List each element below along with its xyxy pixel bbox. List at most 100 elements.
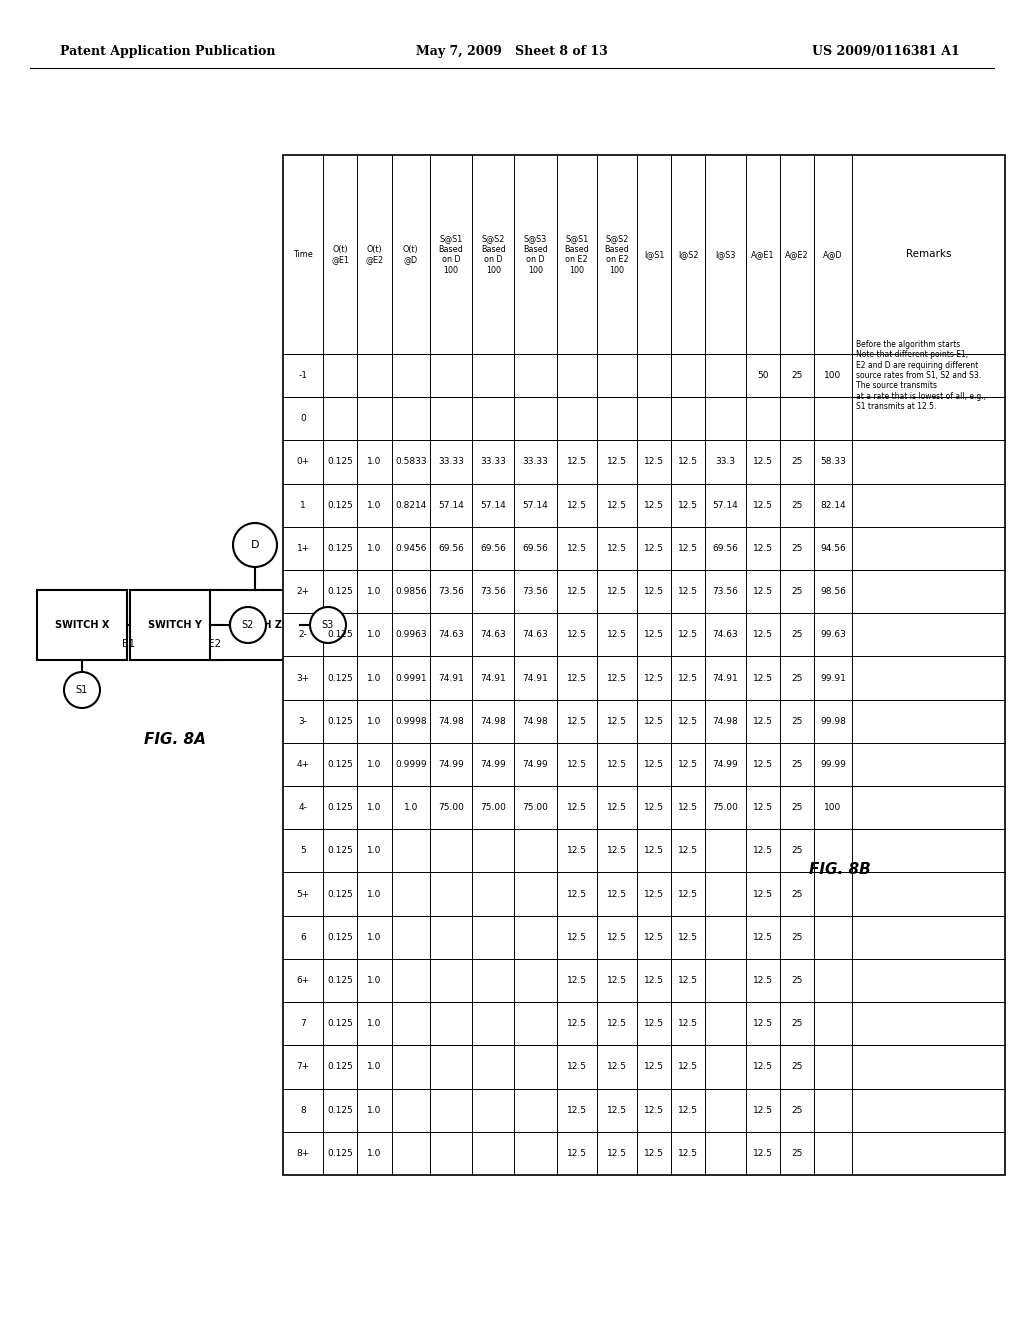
Text: 25: 25 xyxy=(792,544,803,553)
Text: 0.8214: 0.8214 xyxy=(395,500,426,510)
Text: 12.5: 12.5 xyxy=(753,1148,773,1158)
Text: A@E2: A@E2 xyxy=(785,249,809,259)
Text: 25: 25 xyxy=(792,933,803,941)
Text: 12.5: 12.5 xyxy=(644,1148,664,1158)
Text: 0.9456: 0.9456 xyxy=(395,544,426,553)
Text: 12.5: 12.5 xyxy=(678,1019,698,1028)
Text: 0.125: 0.125 xyxy=(328,1019,353,1028)
Text: 12.5: 12.5 xyxy=(566,890,587,899)
Text: 73.56: 73.56 xyxy=(438,587,464,597)
Text: 2-: 2- xyxy=(299,631,307,639)
Text: 1.0: 1.0 xyxy=(368,544,382,553)
Text: 1+: 1+ xyxy=(297,544,309,553)
Text: 1.0: 1.0 xyxy=(368,500,382,510)
Text: FIG. 8A: FIG. 8A xyxy=(144,733,206,747)
Text: 1.0: 1.0 xyxy=(368,890,382,899)
Text: 12.5: 12.5 xyxy=(644,933,664,941)
Text: SWITCH Y: SWITCH Y xyxy=(148,620,202,630)
Text: 74.99: 74.99 xyxy=(438,760,464,770)
Text: 57.14: 57.14 xyxy=(713,500,738,510)
Text: SWITCH X: SWITCH X xyxy=(55,620,110,630)
Text: 12.5: 12.5 xyxy=(566,975,587,985)
Bar xyxy=(210,590,300,660)
Text: S@S2
Based
on D
100: S@S2 Based on D 100 xyxy=(481,235,506,275)
Text: O(t)
@E2: O(t) @E2 xyxy=(366,244,384,264)
Text: Time: Time xyxy=(293,249,313,259)
Text: 4-: 4- xyxy=(299,803,307,812)
Text: 74.98: 74.98 xyxy=(713,717,738,726)
Text: 12.5: 12.5 xyxy=(678,544,698,553)
Text: 1.0: 1.0 xyxy=(368,458,382,466)
Text: 0.9991: 0.9991 xyxy=(395,673,427,682)
Text: 12.5: 12.5 xyxy=(566,544,587,553)
Text: 12.5: 12.5 xyxy=(607,631,627,639)
Text: Patent Application Publication: Patent Application Publication xyxy=(60,45,275,58)
Text: 1.0: 1.0 xyxy=(368,717,382,726)
Text: 12.5: 12.5 xyxy=(678,673,698,682)
Text: 74.91: 74.91 xyxy=(522,673,548,682)
Text: 74.98: 74.98 xyxy=(438,717,464,726)
Text: 73.56: 73.56 xyxy=(480,587,506,597)
Text: Remarks: Remarks xyxy=(906,249,951,260)
Text: 12.5: 12.5 xyxy=(644,1106,664,1114)
Text: 12.5: 12.5 xyxy=(607,890,627,899)
Text: 12.5: 12.5 xyxy=(753,803,773,812)
Text: 12.5: 12.5 xyxy=(678,631,698,639)
Text: 12.5: 12.5 xyxy=(566,1019,587,1028)
Text: 0.125: 0.125 xyxy=(328,803,353,812)
Bar xyxy=(37,590,127,660)
Text: 1.0: 1.0 xyxy=(368,1019,382,1028)
Text: 12.5: 12.5 xyxy=(607,587,627,597)
Bar xyxy=(130,590,220,660)
Circle shape xyxy=(233,523,278,568)
Text: 0.125: 0.125 xyxy=(328,1063,353,1072)
Text: 12.5: 12.5 xyxy=(753,458,773,466)
Text: 12.5: 12.5 xyxy=(753,1063,773,1072)
Text: S3: S3 xyxy=(322,620,334,630)
Text: 12.5: 12.5 xyxy=(607,544,627,553)
Text: 12.5: 12.5 xyxy=(644,500,664,510)
Text: 12.5: 12.5 xyxy=(566,1106,587,1114)
Text: 12.5: 12.5 xyxy=(753,587,773,597)
Text: 0.9963: 0.9963 xyxy=(395,631,427,639)
Text: 12.5: 12.5 xyxy=(678,1148,698,1158)
Text: 6: 6 xyxy=(300,933,306,941)
Text: SWITCH Z: SWITCH Z xyxy=(228,620,282,630)
Text: 12.5: 12.5 xyxy=(644,975,664,985)
Text: 12.5: 12.5 xyxy=(607,1019,627,1028)
Text: S@S1
Based
on D
100: S@S1 Based on D 100 xyxy=(438,235,463,275)
Text: D: D xyxy=(251,540,259,550)
Text: 7: 7 xyxy=(300,1019,306,1028)
Text: FIG. 8B: FIG. 8B xyxy=(809,862,870,878)
Text: 12.5: 12.5 xyxy=(607,1148,627,1158)
Text: 25: 25 xyxy=(792,760,803,770)
Text: 12.5: 12.5 xyxy=(607,760,627,770)
Text: 1.0: 1.0 xyxy=(368,933,382,941)
Text: 12.5: 12.5 xyxy=(607,1063,627,1072)
Text: 12.5: 12.5 xyxy=(644,760,664,770)
Text: 98.56: 98.56 xyxy=(820,587,846,597)
Text: 12.5: 12.5 xyxy=(753,673,773,682)
Text: 74.99: 74.99 xyxy=(480,760,506,770)
Text: 58.33: 58.33 xyxy=(820,458,846,466)
Text: 0.125: 0.125 xyxy=(328,717,353,726)
Text: 57.14: 57.14 xyxy=(480,500,506,510)
Text: 0.125: 0.125 xyxy=(328,500,353,510)
Text: 1.0: 1.0 xyxy=(368,587,382,597)
Text: 33.33: 33.33 xyxy=(522,458,548,466)
Text: 12.5: 12.5 xyxy=(566,631,587,639)
Text: 57.14: 57.14 xyxy=(522,500,548,510)
Text: 0.5833: 0.5833 xyxy=(395,458,427,466)
Text: 12.5: 12.5 xyxy=(644,631,664,639)
Text: 0: 0 xyxy=(300,414,306,424)
Text: A@E1: A@E1 xyxy=(751,249,774,259)
Text: 1.0: 1.0 xyxy=(368,975,382,985)
Text: 12.5: 12.5 xyxy=(607,975,627,985)
Text: 12.5: 12.5 xyxy=(678,717,698,726)
Text: 0.125: 0.125 xyxy=(328,1148,353,1158)
Text: 12.5: 12.5 xyxy=(566,846,587,855)
Text: 12.5: 12.5 xyxy=(566,673,587,682)
Bar xyxy=(283,154,1005,1175)
Text: 12.5: 12.5 xyxy=(753,500,773,510)
Text: 12.5: 12.5 xyxy=(678,1106,698,1114)
